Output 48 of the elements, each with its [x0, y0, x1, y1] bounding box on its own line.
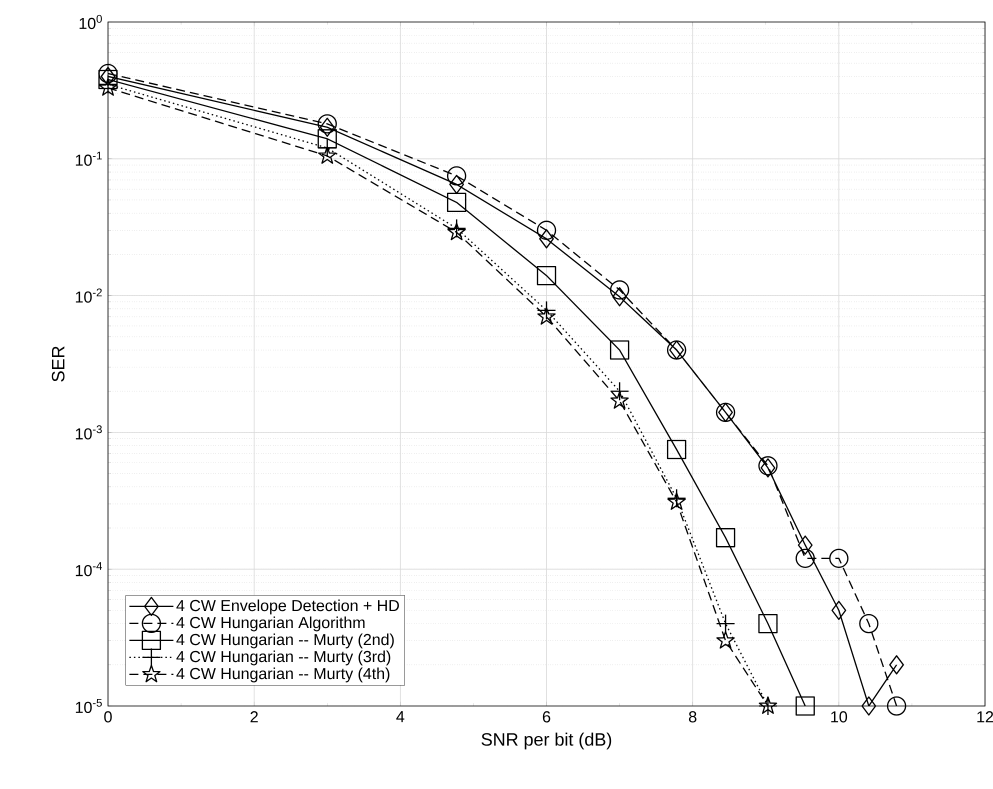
y-tick-label: 10$^{-2}$ [76, 288, 102, 303]
point [758, 614, 778, 634]
legend-label: 4 CW Envelope Detection + HD [176, 599, 399, 614]
point [446, 166, 466, 186]
point [829, 548, 848, 568]
point [446, 192, 466, 212]
point [798, 535, 813, 555]
y-tick-label: 10$^{-4}$ [76, 562, 102, 576]
point [831, 600, 846, 620]
x-tick-label: 0 [104, 711, 112, 722]
legend-label: 4 CW Hungarian -- Murty (3rd) [176, 650, 390, 666]
x-tick-label: 12 [977, 711, 993, 722]
point [861, 696, 876, 716]
point [449, 174, 464, 194]
point [318, 146, 336, 164]
point [610, 280, 630, 300]
x-axis-title: SNR per bit (dB) [482, 732, 612, 750]
point [537, 307, 556, 325]
y-tick-label: 10$^{-1}$ [76, 152, 102, 166]
point [667, 492, 686, 510]
legend-label: 4 CW Hungarian -- Murty (4th) [176, 668, 390, 682]
point [796, 548, 815, 568]
point [889, 655, 904, 674]
y-axis-title: SER [52, 346, 65, 382]
x-tick-label: 6 [542, 711, 550, 722]
point [796, 696, 815, 716]
point [447, 222, 466, 240]
y-tick-label: 10$^{-3}$ [76, 425, 102, 440]
legend-label: 4 CW Hungarian -- Murty (2nd) [176, 633, 394, 648]
point [320, 118, 335, 137]
x-tick-label: 4 [396, 711, 404, 722]
point [612, 287, 627, 306]
x-tick-label: 2 [250, 711, 258, 722]
point [859, 614, 878, 634]
point [539, 229, 554, 248]
point [716, 528, 736, 548]
y-tick-label: 10$^{-5}$ [76, 698, 102, 714]
point [886, 696, 906, 716]
point [610, 340, 630, 360]
point [666, 440, 686, 460]
point [318, 114, 337, 134]
y-tick-label: 10$^{0}$ [80, 14, 102, 30]
x-tick-label: 10 [831, 711, 848, 722]
x-tick-label: 8 [688, 711, 696, 722]
legend-label: 4 CW Hungarian Algorithm [176, 616, 365, 632]
point [610, 391, 629, 409]
point [536, 220, 556, 240]
point [536, 266, 556, 286]
